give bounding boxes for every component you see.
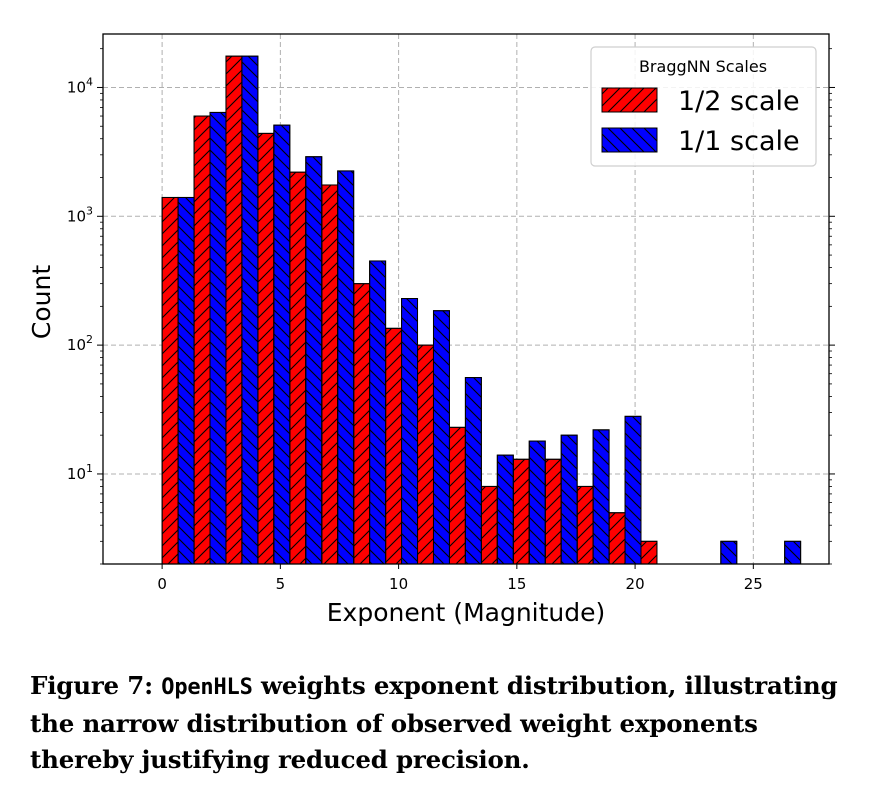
bar-hatch-half-scale: [161, 196, 179, 564]
legend: BraggNN Scales 1/2 scale 1/1 scale: [590, 46, 817, 167]
bar-hatch-half-scale: [512, 458, 530, 564]
bar-hatch-half-scale: [225, 55, 243, 564]
figure-caption: Figure 7: OpenHLS weights exponent distr…: [30, 668, 842, 778]
plot-frame: [102, 33, 830, 565]
bar-hatch-half-scale: [385, 327, 403, 564]
bar-hatch-full-scale: [273, 124, 291, 564]
bar-hatch-half-scale: [353, 283, 371, 564]
y-tick-label: 102: [67, 333, 93, 354]
bar-hatch-full-scale: [369, 260, 387, 564]
bar-hatch-half-scale: [417, 344, 434, 564]
legend-title: BraggNN Scales: [639, 57, 767, 76]
y-tick-label: 103: [67, 204, 93, 225]
bar-hatch-half-scale: [193, 115, 211, 564]
bar-hatch-full-scale: [784, 540, 802, 564]
x-axis-title: Exponent (Magnitude): [327, 598, 606, 627]
bar-hatch-full-scale: [241, 55, 259, 564]
bar-hatch-full-scale: [209, 111, 227, 564]
bar-hatch-half-scale: [576, 485, 594, 564]
bar-hatch-half-scale: [257, 132, 275, 564]
y-axis-title: Count: [27, 265, 56, 339]
bar-hatch-full-scale: [624, 415, 642, 564]
bar-hatch-half-scale: [480, 485, 498, 564]
y-tick-label: 104: [67, 75, 93, 96]
bar-hatch-half-scale: [321, 184, 339, 564]
caption-code: OpenHLS: [161, 675, 253, 700]
bar-hatch-full-scale: [496, 454, 514, 564]
bar-hatch-half-scale: [640, 540, 658, 564]
bar-hatch-half-scale: [544, 458, 562, 564]
x-tick-label: 25: [744, 575, 763, 593]
bar-hatch-full-scale: [560, 434, 578, 564]
bar-hatch-full-scale: [401, 298, 419, 564]
tick-labels: 0 5 10 15 20 25 101 102 103 104: [67, 75, 763, 593]
x-tick-label: 10: [389, 575, 408, 593]
bar-hatch-full-scale: [720, 540, 738, 564]
bar-hatch-full-scale: [337, 170, 355, 564]
x-tick-label: 0: [157, 575, 167, 593]
x-tick-label: 5: [276, 575, 286, 593]
caption-prefix: Figure 7:: [30, 671, 162, 700]
legend-swatch-full-scale-hatch: [601, 127, 658, 153]
ticks: [97, 48, 835, 569]
bar-hatch-full-scale: [432, 310, 450, 564]
bar-hatch-half-scale: [448, 426, 466, 564]
bar-hatch-full-scale: [592, 429, 610, 564]
bar-hatch-full-scale: [464, 377, 482, 564]
legend-label-half-scale: 1/2 scale: [678, 86, 800, 117]
bar-hatch-full-scale: [177, 196, 195, 564]
legend-swatch-half-scale-hatch: [601, 87, 658, 113]
x-tick-label: 15: [507, 575, 526, 593]
y-tick-label: 101: [67, 462, 93, 483]
bar-hatch-full-scale: [305, 156, 323, 564]
x-tick-label: 20: [626, 575, 645, 593]
bar-hatch-half-scale: [608, 512, 626, 564]
exponent-histogram: 0 5 10 15 20 25 101 102 103 104 Exponent (Magnitu…: [27, 33, 835, 627]
legend-label-full-scale: 1/1 scale: [678, 126, 800, 157]
bars: [161, 55, 802, 564]
caption-body: weights exponent distribution, illustrat…: [30, 671, 838, 774]
bar-hatch-full-scale: [528, 440, 546, 564]
bar-hatch-half-scale: [289, 171, 307, 564]
